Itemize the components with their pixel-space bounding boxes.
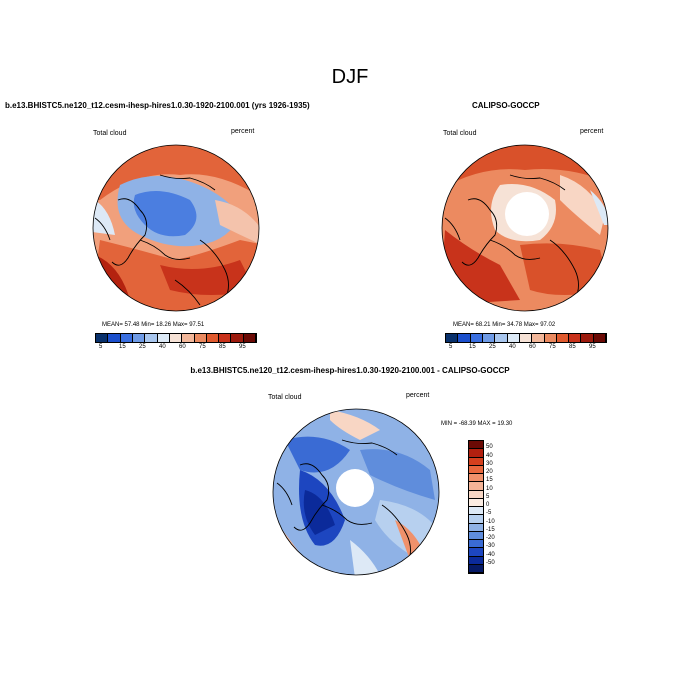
diff-colorbar-tick-label: -5 [486,510,492,517]
panel-obs-left-label: Total cloud [443,130,477,137]
panel-diff-left-label: Total cloud [268,394,302,401]
panel-model-right-label: percent [231,128,255,135]
model-colorbar-swatch [206,334,220,342]
obs-colorbar-tick-label: 40 [509,344,516,350]
panel-model-colorbar-labels: 5 15 25 40 60 75 85 95 [95,344,255,352]
obs-colorbar-tick-label: 25 [489,344,496,350]
model-colorbar-tick-label: 5 [99,344,103,350]
obs-colorbar-swatch [556,334,570,342]
diff-colorbar-tick-label: -50 [486,559,495,566]
panel-diff-colorbar [468,440,484,574]
panel-model-colorbar [95,333,257,343]
model-colorbar-tick-label: 75 [199,344,206,350]
model-colorbar-swatch [145,334,158,342]
panel-model-left-label: Total cloud [93,130,127,137]
obs-colorbar-swatch [482,334,496,342]
diff-colorbar-swatch [469,498,483,507]
obs-colorbar-swatch [458,334,471,342]
obs-colorbar-swatch [519,334,533,342]
diff-colorbar-swatch [469,457,483,466]
model-colorbar-tick-label: 60 [179,344,186,350]
diff-colorbar-swatch [469,449,483,458]
panel-obs-colorbar-labels: 5 15 25 40 60 75 85 95 [445,344,605,352]
diff-colorbar-tick-label: 0 [486,502,490,508]
model-colorbar-swatch [120,334,133,342]
model-colorbar-swatch [96,334,109,342]
diff-colorbar-swatch [469,523,483,532]
diff-colorbar-tick-label: 30 [486,460,493,467]
obs-colorbar-tick-label: 15 [469,344,476,350]
obs-colorbar-tick-label: 85 [569,344,576,350]
model-colorbar-swatch [231,334,244,342]
obs-colorbar-tick-label: 95 [589,344,596,350]
panel-model-field [93,145,259,311]
panel-diff-stats: MIN = -68.39 MAX = 19.30 [441,421,513,427]
panel-diff-field [273,409,439,575]
obs-colorbar-swatch [532,334,545,342]
diff-colorbar-swatch [469,441,483,450]
diff-colorbar-swatch [469,482,483,491]
diff-colorbar-swatch [469,564,483,573]
panel-obs-field [442,145,608,311]
model-colorbar-swatch [182,334,195,342]
model-colorbar-swatch [219,334,232,342]
panel-obs-colorbar [445,333,607,343]
panel-model-coastlines [94,174,229,306]
obs-colorbar-swatch [507,334,520,342]
model-colorbar-tick-label: 25 [139,344,146,350]
panel-diff-colorbar-labels: 50 40 30 20 15 10 5 0 -5 -10 -15 -20 -30 -40 -50 [486,440,516,572]
panel-model-stats: MEAN= 57.48 Min= 18.26 Max= 97.51 [102,322,205,328]
diff-colorbar-swatch [469,465,483,474]
diff-colorbar-tick-label: 5 [486,493,490,500]
model-colorbar-swatch [169,334,183,342]
obs-colorbar-swatch [470,334,483,342]
diff-colorbar-swatch [469,556,483,565]
model-colorbar-swatch [132,334,146,342]
panel-model-title: b.e13.BHISTC5.ne120_t12.cesm-ihesp-hires… [5,101,310,110]
panel-obs-right-label: percent [580,128,604,135]
diff-colorbar-swatch [469,531,483,540]
model-colorbar-tick-label: 15 [119,344,126,350]
diff-colorbar-swatch [469,515,483,524]
model-colorbar-swatch [157,334,170,342]
model-colorbar-tick-label: 85 [219,344,226,350]
diff-colorbar-swatch [469,490,483,499]
diff-colorbar-swatch [469,540,483,549]
panel-obs-title: CALIPSO-GOCCP [472,101,540,110]
panel-diff-title: b.e13.BHISTC5.ne120_t12.cesm-ihesp-hires… [190,366,510,375]
model-colorbar-swatch [243,334,257,342]
obs-colorbar-swatch [569,334,582,342]
obs-colorbar-swatch [593,334,607,342]
diff-colorbar-tick-label: -20 [486,535,495,541]
figure-title: DJF [331,66,369,88]
panel-diff-right-label: percent [406,392,430,399]
model-colorbar-swatch [108,334,121,342]
diff-colorbar-tick-label: -30 [486,543,495,550]
diff-colorbar-tick-label: 10 [486,485,493,492]
diff-colorbar-swatch [469,548,483,557]
obs-colorbar-swatch [495,334,508,342]
diff-colorbar-tick-label: -15 [486,526,495,533]
model-colorbar-tick-label: 40 [159,344,166,350]
panel-obs-stats: MEAN= 68.21 Min= 34.78 Max= 97.02 [453,322,556,328]
obs-colorbar-swatch [446,334,459,342]
diff-colorbar-tick-label: 50 [486,444,493,451]
diff-colorbar-tick-label: 15 [486,477,493,484]
obs-colorbar-tick-label: 5 [449,344,453,350]
model-colorbar-swatch [194,334,207,342]
obs-colorbar-swatch [581,334,594,342]
model-colorbar-tick-label: 95 [239,344,246,350]
diff-colorbar-tick-label: 20 [486,469,493,475]
diff-colorbar-swatch [469,474,483,483]
diff-colorbar-tick-label: -40 [486,551,495,558]
diff-colorbar-swatch [469,507,483,516]
obs-colorbar-tick-label: 60 [529,344,536,350]
diff-colorbar-tick-label: -10 [486,518,495,525]
diff-colorbar-tick-label: 40 [486,452,493,459]
obs-colorbar-swatch [544,334,557,342]
panel-obs-coastlines [444,174,579,301]
obs-colorbar-tick-label: 75 [549,344,556,350]
